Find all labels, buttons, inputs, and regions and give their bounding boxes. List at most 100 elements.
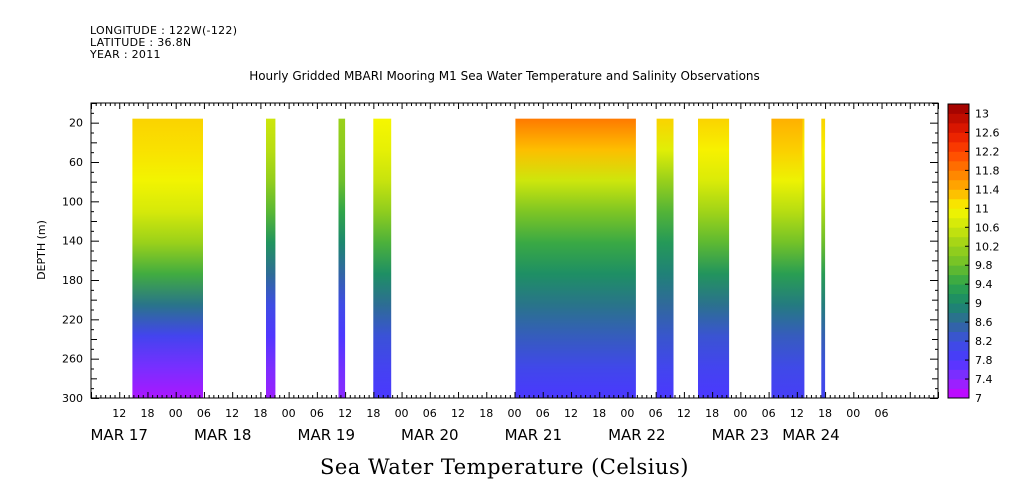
colorbar-bin (948, 265, 969, 276)
colorbar-bin (948, 179, 969, 190)
colorbar-label: 9.4 (975, 278, 993, 291)
x-hour-label: 12 (790, 407, 804, 420)
y-tick-label: 180 (62, 274, 83, 287)
x-date-label: MAR 18 (194, 426, 251, 444)
x-hour-label: 06 (649, 407, 663, 420)
colorbar-label: 10.6 (975, 221, 1000, 234)
x-hour-label: 18 (818, 407, 832, 420)
x-hour-label: 12 (225, 407, 239, 420)
data-segment (771, 118, 803, 398)
x-hour-label: 18 (479, 407, 493, 420)
y-tick-label: 220 (62, 313, 83, 326)
latitude-label: LATITUDE : 36.8N (90, 36, 192, 49)
x-hour-label: 06 (310, 407, 324, 420)
x-hour-label: 12 (338, 407, 352, 420)
colorbar-bin (948, 274, 969, 285)
x-hour-label: 18 (253, 407, 267, 420)
longitude-label: LONGITUDE : 122W(-122) (90, 24, 238, 37)
colorbar-label: 12.6 (975, 126, 1000, 139)
x-date-label: MAR 17 (90, 426, 147, 444)
x-date-label: MAR 20 (401, 426, 458, 444)
colorbar-bin (948, 246, 969, 257)
colorbar-bin (948, 303, 969, 314)
colorbar-bin (948, 170, 969, 181)
x-hour-label: 00 (620, 407, 634, 420)
x-hour-label: 18 (705, 407, 719, 420)
data-segment (698, 118, 730, 398)
y-axis-label: DEPTH (m) (35, 220, 48, 280)
colorbar-frame (947, 103, 970, 399)
data-segment (373, 118, 392, 398)
colorbar-bin (948, 122, 969, 133)
colorbar-label: 11 (975, 202, 989, 215)
colorbar-label: 7 (975, 392, 982, 405)
x-hour-label: 06 (762, 407, 776, 420)
data-segment (515, 118, 636, 398)
variable-title: Sea Water Temperature (Celsius) (319, 455, 689, 479)
colorbar-label: 7.4 (975, 373, 993, 386)
colorbar-bin (948, 198, 969, 209)
colorbar-bin (948, 322, 969, 333)
y-tick-label: 300 (62, 392, 83, 405)
year-label: YEAR : 2011 (90, 48, 161, 61)
data-layer (132, 118, 826, 398)
colorbar-label: 11.4 (975, 183, 1000, 196)
plot-frame (90, 102, 939, 399)
colorbar-bin (948, 227, 969, 238)
colorbar-label: 7.8 (975, 354, 993, 367)
data-segment (656, 118, 674, 398)
axes-layer: 12 18 00 06 12 18 00 06 12 18 00 06 12 18 00 06 12 18 00 06… (62, 102, 939, 444)
colorbar-bin (948, 132, 969, 143)
x-hour-label: 06 (875, 407, 889, 420)
x-date-label: MAR 19 (298, 426, 355, 444)
colorbar-bin (948, 141, 969, 152)
colorbar-bin (948, 379, 969, 389)
x-hour-label: 12 (451, 407, 465, 420)
y-tick-label: 20 (69, 117, 83, 130)
x-date-label: MAR 21 (505, 426, 562, 444)
x-hour-label: 00 (282, 407, 296, 420)
x-hour-label: 06 (423, 407, 437, 420)
data-segment (132, 118, 203, 398)
x-date-label: MAR 23 (712, 426, 769, 444)
colorbar-label: 11.8 (975, 164, 1000, 177)
data-segment (821, 118, 826, 398)
x-hour-label: 06 (197, 407, 211, 420)
x-hour-label: 00 (169, 407, 183, 420)
data-segment (802, 118, 805, 398)
x-hour-label: 12 (564, 407, 578, 420)
x-hour-label: 18 (592, 407, 606, 420)
y-tick-label: 260 (62, 353, 83, 366)
colorbar-bin (948, 369, 969, 380)
colorbar-label: 8.2 (975, 335, 993, 348)
colorbar-bin (948, 208, 969, 219)
x-hour-label: 00 (846, 407, 860, 420)
colorbar-bin (948, 189, 969, 200)
colorbar-layer: 7 7.4 7.8 8.2 8.6 9 9.4 9.8 10.2 10.6 11 11.4 11.8 12… (947, 103, 1000, 405)
colorbar-bin (948, 350, 969, 361)
colorbar-bin (948, 151, 969, 162)
x-hour-label: 18 (366, 407, 380, 420)
colorbar-bin (948, 217, 969, 228)
x-hour-label: 12 (112, 407, 126, 420)
colorbar-label: 13 (975, 107, 989, 120)
colorbar-bin (948, 331, 969, 342)
colorbar-bin (948, 160, 969, 171)
colorbar-bin (948, 341, 969, 351)
colorbar-label: 10.2 (975, 240, 1000, 253)
colorbar-bin (948, 113, 969, 124)
y-tick-label: 140 (62, 235, 83, 248)
colorbar-bin (948, 284, 969, 295)
y-tick-label: 100 (62, 195, 83, 208)
colorbar-bin (948, 293, 969, 304)
x-date-label: MAR 22 (608, 426, 665, 444)
x-hour-label: 12 (677, 407, 691, 420)
data-segment (338, 118, 346, 398)
colorbar-bin (948, 388, 969, 399)
y-tick-label: 60 (69, 156, 83, 169)
colorbar-bin (948, 104, 969, 114)
x-date-label: MAR 24 (782, 426, 839, 444)
colorbar-label: 8.6 (975, 316, 993, 329)
x-hour-label: 00 (508, 407, 522, 420)
